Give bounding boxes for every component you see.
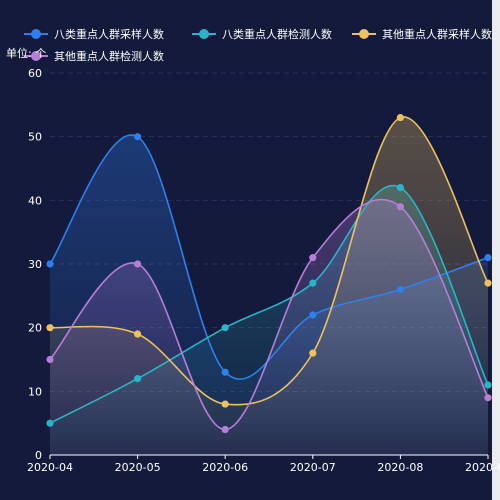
data-points [46, 113, 492, 434]
y-tick-label: 20 [28, 322, 42, 335]
data-point[interactable] [221, 324, 229, 332]
data-point[interactable] [46, 355, 54, 364]
x-tick-label: 2020-04 [27, 461, 73, 474]
series-areas [50, 116, 488, 456]
data-point[interactable] [484, 394, 492, 402]
y-tick-label: 30 [28, 258, 42, 271]
data-point[interactable] [221, 400, 229, 408]
y-tick-label: 10 [28, 385, 42, 398]
data-point[interactable] [134, 330, 142, 338]
data-point[interactable] [309, 279, 317, 287]
series-area [50, 199, 488, 455]
data-point[interactable] [46, 260, 54, 268]
data-point[interactable] [396, 285, 404, 294]
axes: 0 10 20 30 40 50 60 2020-04 2020-05 2020-06 2020-0… [27, 67, 500, 474]
data-point[interactable] [134, 133, 142, 141]
x-tick-label: 2020-07 [290, 461, 336, 474]
legend-swatch-dot[interactable] [31, 29, 41, 39]
data-point[interactable] [396, 184, 404, 192]
legend-swatch-dot[interactable] [359, 29, 369, 39]
y-axis-unit-label: 单位: 个 [6, 46, 46, 60]
data-point[interactable] [221, 368, 229, 376]
legend-label[interactable]: 其他重点人群检测人数 [54, 49, 164, 63]
x-tick-label: 2020-06 [202, 461, 248, 474]
y-tick-label: 0 [35, 449, 42, 462]
data-point[interactable] [46, 324, 54, 332]
data-point[interactable] [134, 375, 142, 383]
data-point[interactable] [484, 279, 492, 287]
legend-swatch-dot[interactable] [199, 29, 209, 39]
data-point[interactable] [134, 260, 142, 268]
y-tick-label: 50 [28, 131, 42, 144]
legend-label[interactable]: 八类重点人群采样人数 [54, 27, 164, 41]
data-point[interactable] [309, 349, 317, 357]
legend-swatch-dot[interactable] [31, 51, 41, 61]
data-point[interactable] [484, 254, 492, 262]
data-point[interactable] [396, 113, 404, 122]
data-point[interactable] [309, 311, 317, 319]
legend-label[interactable]: 八类重点人群检测人数 [222, 27, 332, 41]
x-tick-label: 2020-05 [115, 461, 161, 474]
data-point[interactable] [46, 419, 54, 427]
y-tick-label: 60 [28, 67, 42, 80]
x-tick-label: 2020-09 [465, 461, 500, 474]
legend-label[interactable]: 其他重点人群采样人数 [382, 27, 492, 41]
data-point[interactable] [221, 425, 229, 434]
data-point[interactable] [484, 381, 492, 389]
y-tick-label: 40 [28, 194, 42, 207]
x-tick-label: 2020-08 [377, 461, 423, 474]
series-line [49, 198, 489, 431]
data-point[interactable] [309, 254, 317, 262]
data-point[interactable] [396, 203, 404, 211]
